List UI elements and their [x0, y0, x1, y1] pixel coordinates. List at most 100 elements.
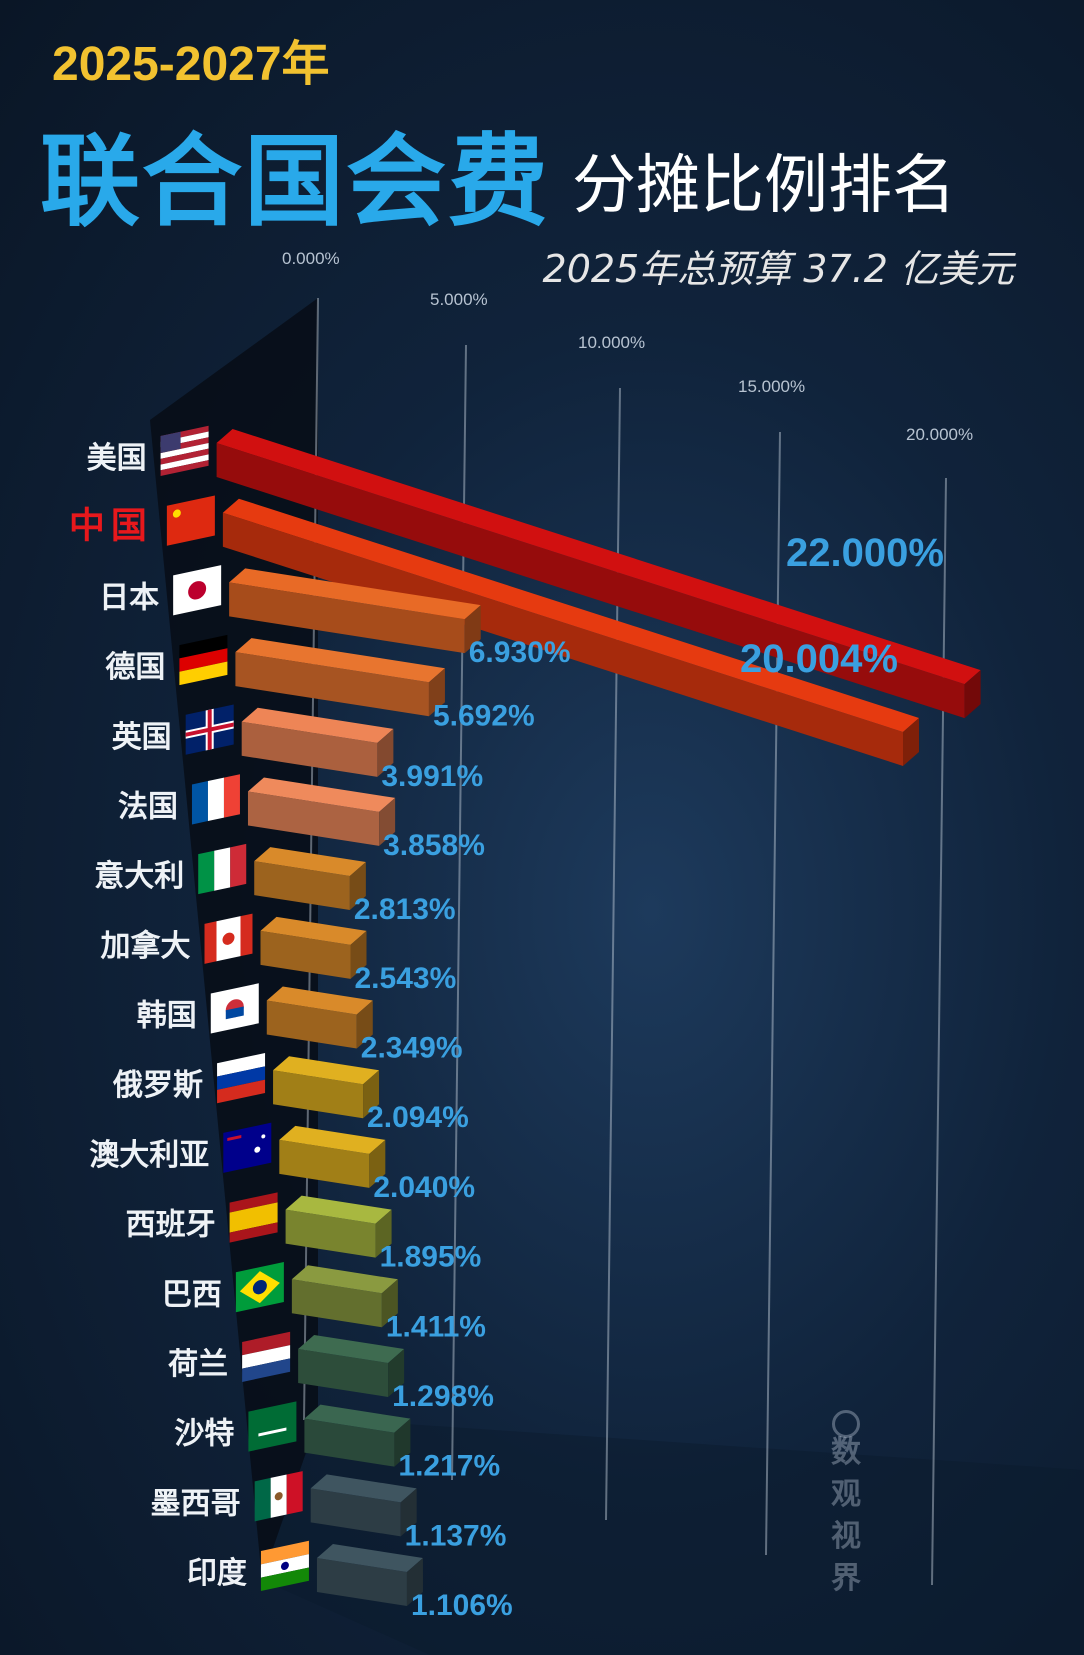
bar-side [216, 443, 965, 719]
bar [266, 986, 373, 1015]
bar [260, 916, 367, 945]
header: 2025-2027年 联合国会费 分摊比例排名 2025年总预算 37.2 亿美… [0, 0, 1084, 291]
bar-side [298, 1348, 389, 1397]
category-label: 沙特 [174, 1417, 234, 1452]
bar [273, 1056, 380, 1085]
bar-side [304, 1418, 395, 1467]
category-label: 英国 [112, 720, 172, 755]
tick-label: 0.000% [282, 249, 340, 268]
ru-flag-icon [217, 1052, 266, 1104]
bar-end [377, 728, 394, 777]
tick-label: 15.000% [738, 377, 805, 396]
bar [235, 638, 445, 683]
bar-end [363, 1070, 380, 1119]
bar-side [260, 930, 351, 979]
es-flag-icon [229, 1192, 278, 1243]
tick-label: 5.000% [430, 290, 488, 309]
jp-flag-icon [173, 565, 222, 616]
watermark-logo-icon [832, 1410, 860, 1438]
bar-end [400, 1488, 417, 1537]
bar-end [388, 1348, 405, 1397]
nl-flag-icon [242, 1331, 291, 1382]
category-label: 荷兰 [168, 1347, 228, 1382]
gridline [765, 431, 781, 1556]
page-title: 联合国会费 [40, 123, 550, 240]
category-label: 法国 [118, 789, 178, 824]
bar-end [349, 862, 366, 911]
data-label: 1.411% [386, 1310, 486, 1343]
data-label: 1.137% [405, 1519, 507, 1552]
bar [241, 707, 394, 743]
bar-end [464, 605, 481, 654]
fr-flag-icon [191, 774, 240, 825]
bar-side [279, 1139, 370, 1188]
bar-end [375, 1209, 392, 1258]
category-label: 美国 [87, 441, 147, 476]
chart-floor [262, 1418, 1084, 1655]
bar-end [369, 1139, 386, 1188]
watermark: 数观视界 [831, 1435, 861, 1596]
data-label: 22.000% [786, 531, 944, 575]
bar [279, 1125, 386, 1154]
tick-label: 10.000% [578, 333, 645, 352]
kr-flag-icon [210, 983, 259, 1034]
data-label: 3.991% [381, 760, 483, 793]
category-label: 西班牙 [126, 1208, 216, 1243]
category-label: 韩国 [137, 999, 197, 1034]
data-label: 20.004% [740, 637, 898, 681]
category-label: 中国 [69, 506, 153, 547]
bar [298, 1334, 405, 1363]
bar [310, 1474, 417, 1503]
data-label: 3.858% [383, 829, 485, 862]
ca-flag-icon [204, 913, 253, 964]
bar [222, 498, 920, 732]
data-label: 1.895% [380, 1241, 482, 1274]
category-label: 俄罗斯 [112, 1068, 203, 1103]
us-flag-icon [160, 425, 209, 476]
bar-side [285, 1209, 376, 1258]
budget-note: 2025年总预算 37.2 亿美元 [542, 247, 1014, 291]
bar-side [229, 582, 465, 654]
category-label: 墨西哥 [151, 1486, 241, 1521]
au-flag-icon [223, 1122, 272, 1173]
data-label: 5.692% [433, 699, 535, 732]
gridline [931, 477, 947, 1586]
bar-side [316, 1558, 407, 1607]
bar-side [310, 1488, 401, 1537]
bar-end [964, 670, 981, 719]
bar [316, 1544, 423, 1573]
category-label: 澳大利亚 [89, 1138, 209, 1173]
bar [304, 1404, 411, 1433]
year-range: 2025-2027年 [52, 38, 330, 91]
category-label: 巴西 [162, 1277, 222, 1312]
bar [291, 1265, 398, 1294]
bar-side [273, 1070, 364, 1119]
page-subtitle: 分摊比例排名 [572, 149, 956, 223]
data-label: 2.040% [373, 1171, 475, 1204]
category-label: 加拿大 [101, 929, 191, 964]
bar-end [394, 1418, 411, 1467]
bar-side [241, 721, 378, 777]
data-label: 1.106% [411, 1589, 513, 1622]
category-label: 印度 [187, 1556, 247, 1591]
bar-end [350, 930, 367, 979]
data-label: 1.217% [398, 1450, 500, 1483]
gb-flag-icon [185, 704, 234, 755]
data-label: 2.543% [355, 962, 457, 995]
in-flag-icon [260, 1540, 309, 1591]
bar-side [235, 652, 429, 717]
bar-end [356, 1000, 373, 1049]
tick-label: 20.000% [906, 425, 973, 444]
it-flag-icon [198, 843, 247, 895]
data-label: 2.349% [361, 1032, 463, 1065]
br-flag-icon [235, 1262, 284, 1313]
data-label: 2.094% [367, 1101, 469, 1134]
mx-flag-icon [254, 1471, 303, 1522]
bar-side [222, 512, 904, 766]
bar [254, 847, 366, 877]
bar-end [381, 1279, 398, 1328]
bar-end [379, 797, 396, 846]
category-label: 日本 [99, 580, 159, 615]
bar-end [406, 1558, 423, 1607]
